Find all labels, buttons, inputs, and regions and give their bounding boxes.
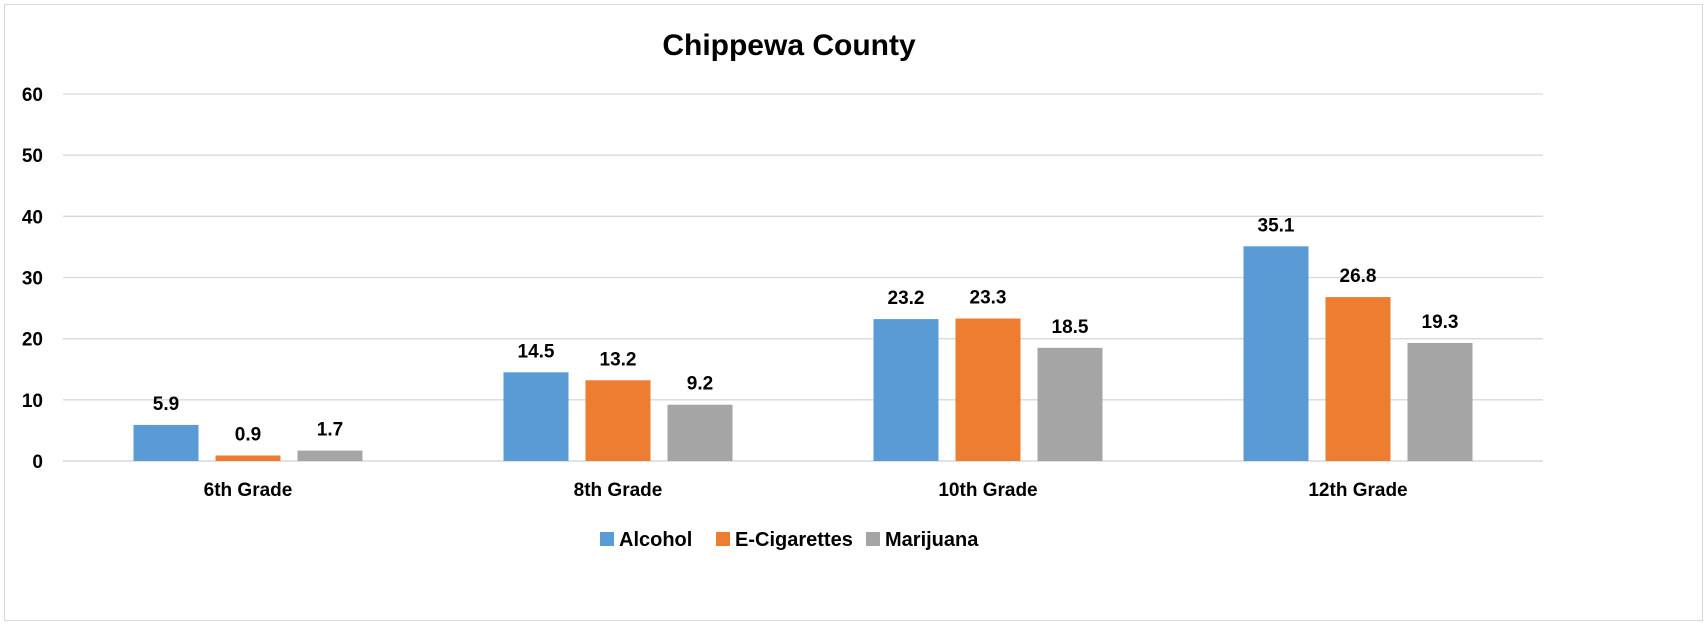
data-label: 18.5 [1052, 317, 1089, 338]
bar-e-cigarettes-0 [215, 455, 281, 461]
bar-e-cigarettes-3 [1325, 297, 1391, 461]
chart-frame: Chippewa County 0 10 20 30 40 50 60 5.9 0.9 1.7 1… [4, 4, 1703, 621]
chart-title: Chippewa County [662, 29, 916, 62]
legend-item-alcohol: Alcohol [600, 529, 692, 551]
data-labels: 5.9 0.9 1.7 14.5 13.2 9.2 23.2 23.3 18.5 35.1 26.8… [153, 215, 1459, 445]
bar-alcohol-0 [133, 424, 199, 461]
y-tick-label: 40 [22, 207, 43, 228]
bar-marijuana-0 [297, 450, 363, 461]
bar-e-cigarettes-2 [955, 318, 1021, 461]
data-label: 5.9 [153, 394, 179, 415]
y-axis-tick-labels: 0 10 20 30 40 50 60 [22, 85, 43, 473]
legend-swatch [600, 532, 614, 546]
bars [133, 246, 1473, 461]
bar-alcohol-1 [503, 372, 569, 461]
legend-swatch [716, 532, 730, 546]
bar-alcohol-3 [1243, 246, 1309, 461]
y-tick-label: 10 [22, 391, 43, 412]
legend-label: Alcohol [619, 529, 692, 551]
data-label: 19.3 [1422, 312, 1459, 333]
bar-marijuana-1 [667, 404, 733, 461]
data-label: 1.7 [317, 420, 343, 441]
x-tick-label: 6th Grade [204, 480, 293, 501]
x-tick-label: 10th Grade [938, 480, 1037, 501]
data-label: 0.9 [235, 424, 261, 445]
data-label: 23.3 [970, 287, 1007, 308]
data-label: 35.1 [1258, 215, 1295, 236]
legend: Alcohol E-Cigarettes Marijuana [600, 529, 979, 551]
legend-label: Marijuana [885, 529, 979, 551]
data-label: 23.2 [888, 288, 925, 309]
bar-alcohol-2 [873, 319, 939, 461]
legend-label: E-Cigarettes [735, 529, 853, 551]
legend-item-marijuana: Marijuana [866, 529, 979, 551]
data-label: 13.2 [600, 349, 637, 370]
y-tick-label: 20 [22, 330, 43, 351]
gridlines [63, 93, 1543, 462]
legend-swatch [866, 532, 880, 546]
x-tick-label: 12th Grade [1308, 480, 1407, 501]
data-label: 14.5 [518, 341, 555, 362]
x-tick-label: 8th Grade [574, 480, 663, 501]
x-axis-tick-labels: 6th Grade 8th Grade 10th Grade 12th Grade [204, 480, 1408, 501]
bar-chart: Chippewa County 0 10 20 30 40 50 60 5.9 0.9 1.7 1… [22, 29, 1543, 551]
legend-item-e-cigarettes: E-Cigarettes [716, 529, 853, 551]
bar-marijuana-2 [1037, 347, 1103, 461]
bar-e-cigarettes-1 [585, 380, 651, 461]
bar-marijuana-3 [1407, 342, 1473, 461]
data-label: 9.2 [687, 374, 713, 395]
y-tick-label: 60 [22, 85, 43, 106]
y-tick-label: 30 [22, 269, 43, 290]
y-tick-label: 0 [32, 452, 43, 473]
y-tick-label: 50 [22, 146, 43, 167]
data-label: 26.8 [1340, 266, 1377, 287]
